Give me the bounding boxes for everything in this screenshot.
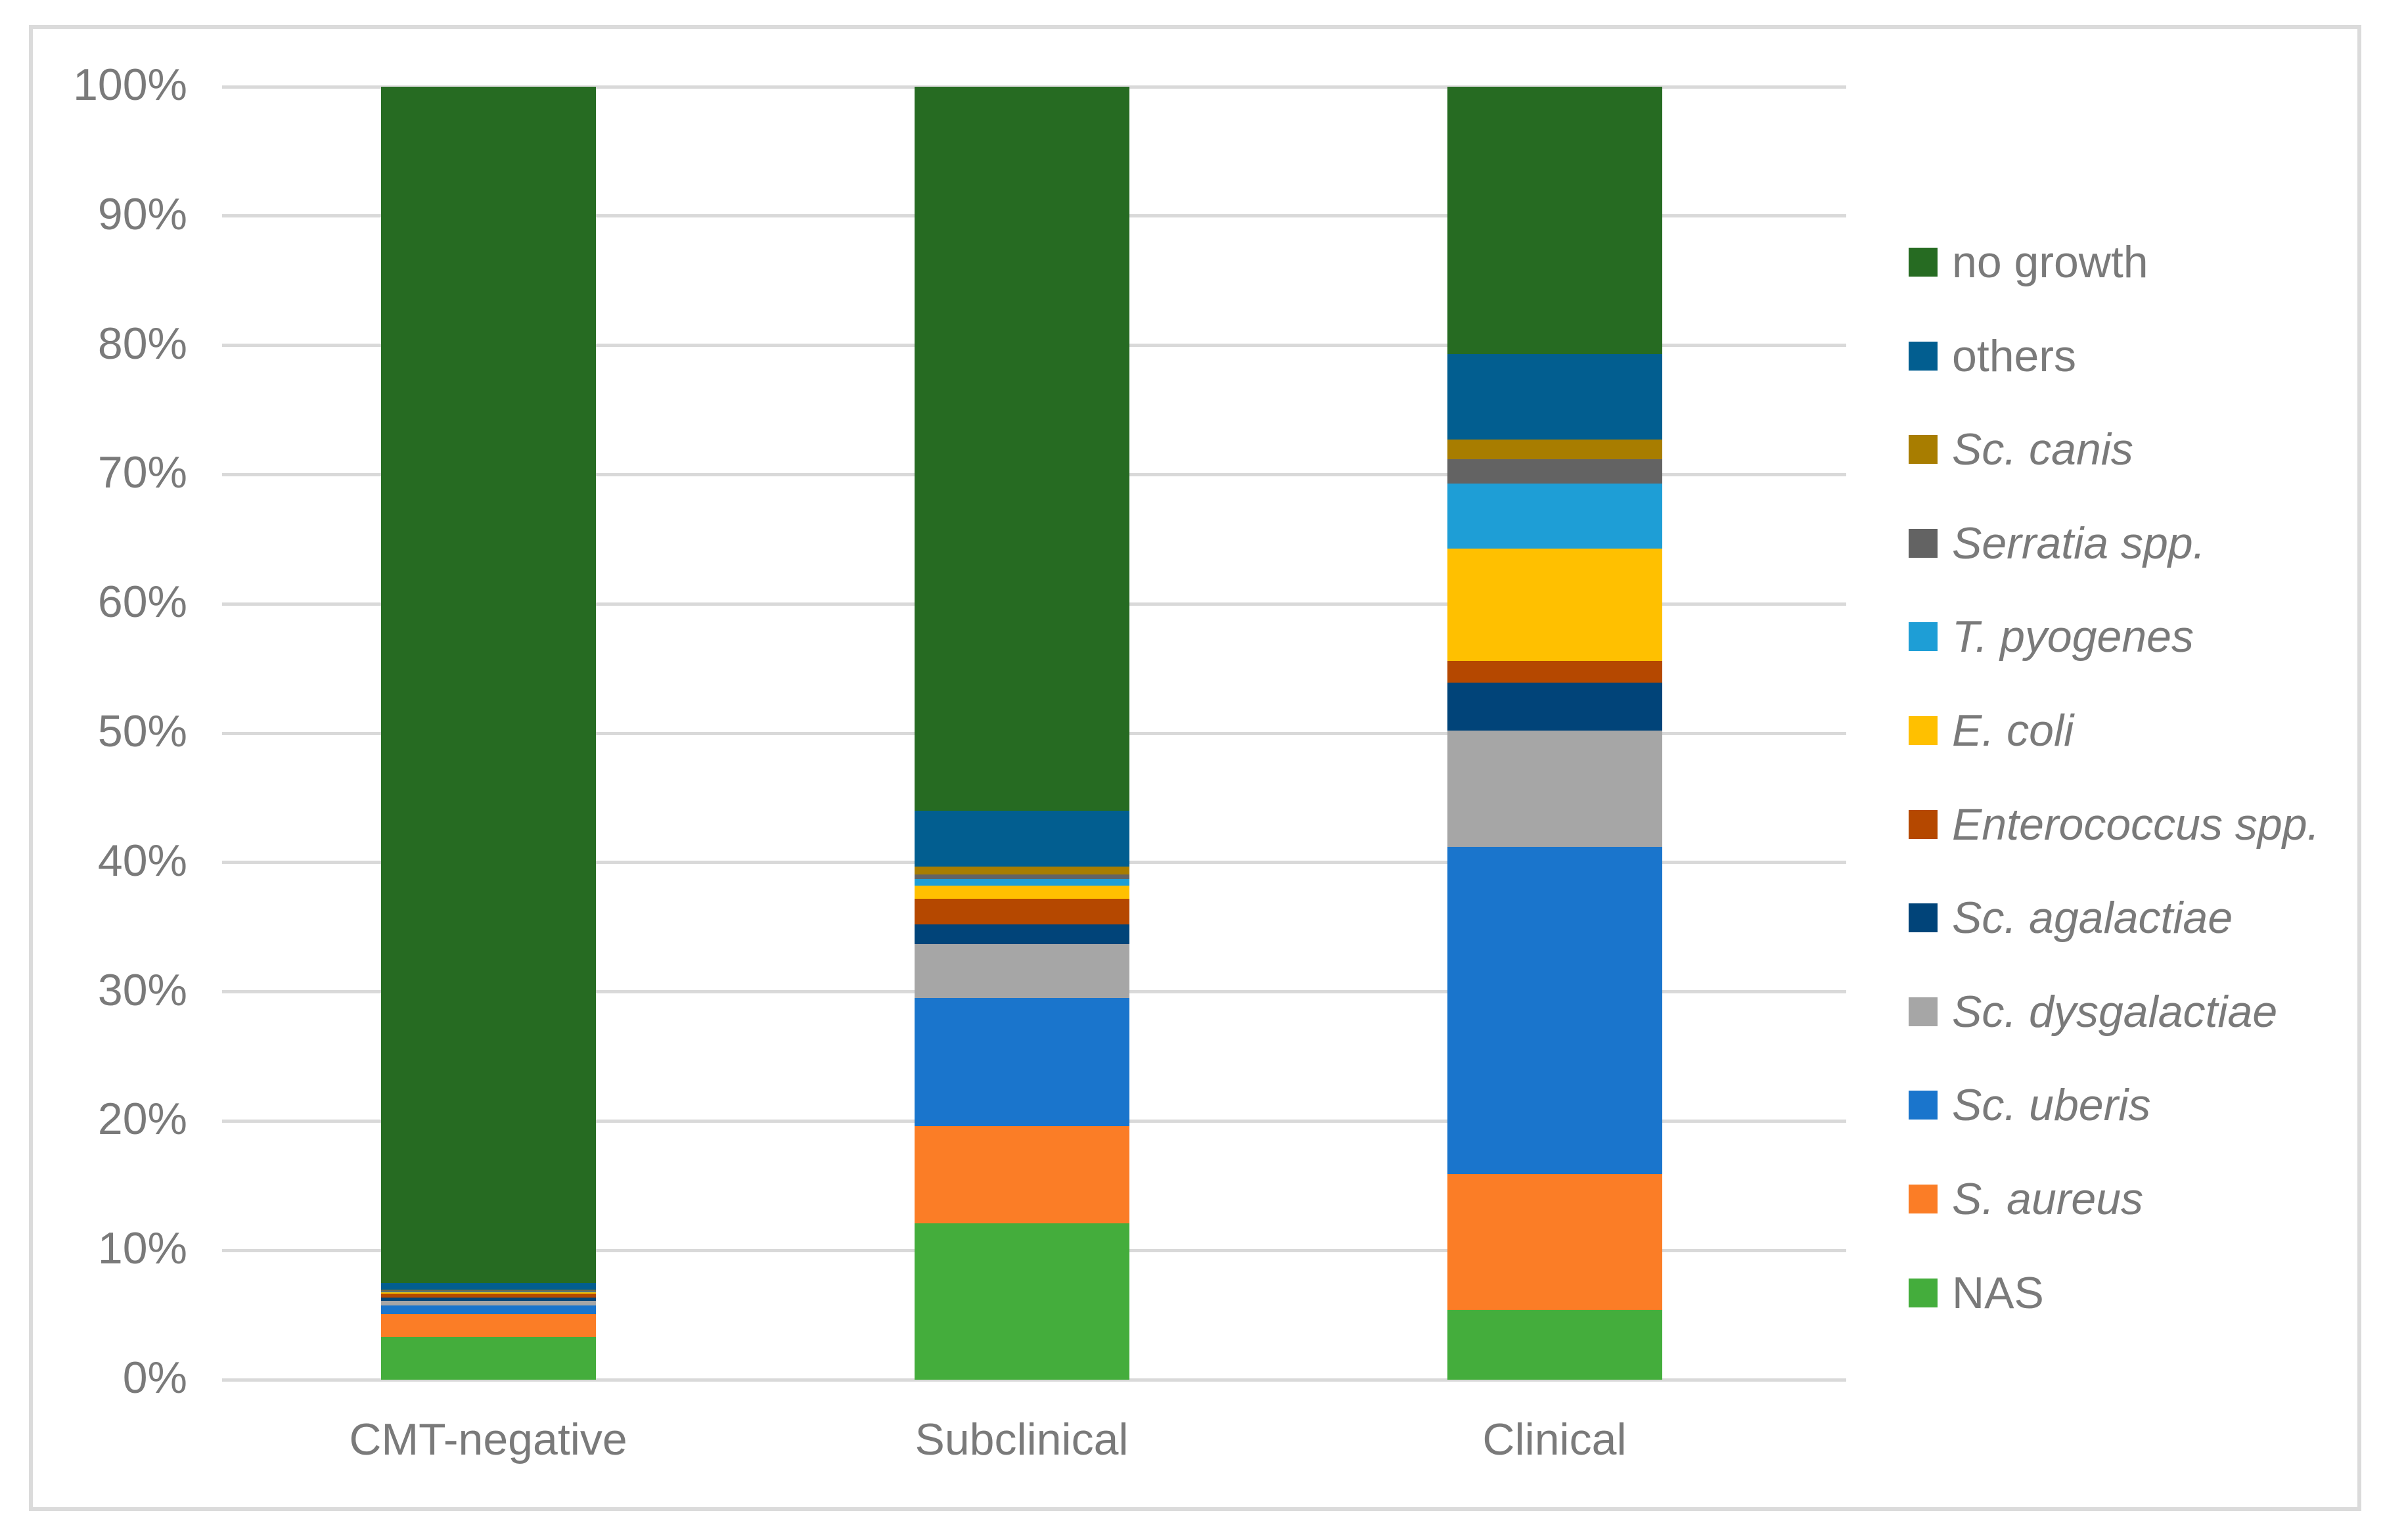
figure-frame xyxy=(29,25,2361,1511)
